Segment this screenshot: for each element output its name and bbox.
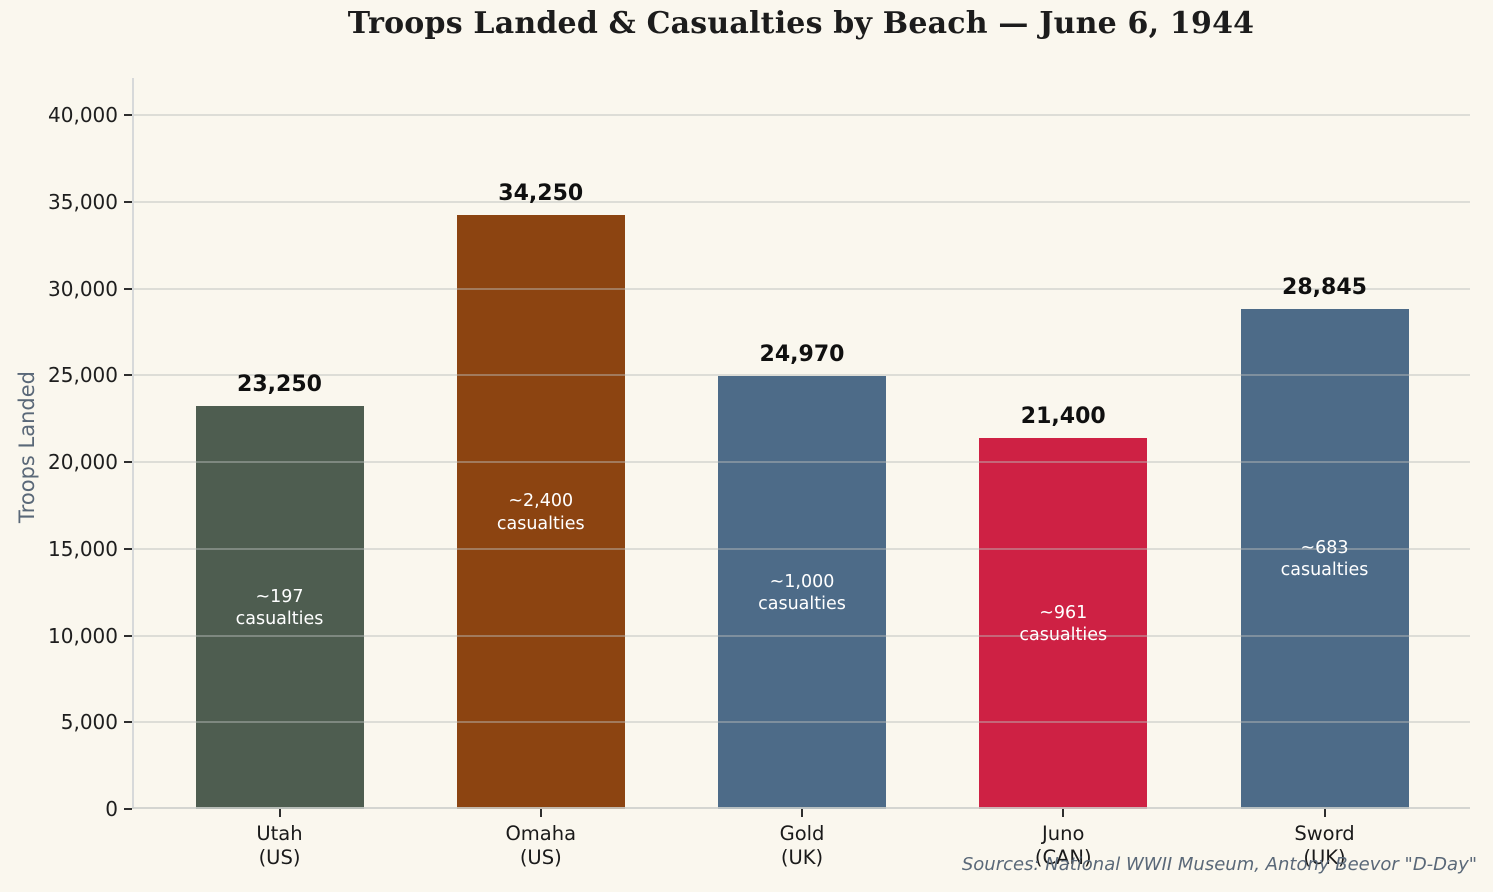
x-tick: [539, 809, 542, 817]
y-tick: [124, 634, 132, 637]
x-tick: [1062, 809, 1065, 817]
y-tick: [124, 374, 132, 377]
bar-omaha: [456, 214, 625, 809]
y-tick: [124, 114, 132, 116]
y-tick: [124, 461, 132, 463]
bar-gold: [718, 375, 886, 809]
x-tick: [278, 809, 281, 817]
bar-casualty-label: ~961 casualties: [1019, 602, 1108, 645]
bar-value-label: 21,400: [1020, 403, 1106, 429]
bar-value-label: 23,250: [237, 371, 322, 397]
y-tick: [124, 547, 132, 550]
x-axis-spine: [132, 807, 1470, 809]
gridline: [132, 114, 1470, 116]
bar-utah: [195, 405, 364, 809]
bar-casualty-label: ~683 casualties: [1280, 538, 1369, 581]
gridline: [132, 461, 1470, 463]
bar-juno: [979, 437, 1148, 809]
y-tick-label: 30,000: [48, 276, 118, 301]
x-tick: [1323, 809, 1326, 817]
y-tick-label: 25,000: [48, 363, 118, 388]
y-tick-label: 5,000: [60, 710, 118, 735]
plot-area: 23,250 ~197 casualties Utah (US) 34,250 ~2,4…: [132, 78, 1470, 869]
gridline: [132, 200, 1470, 203]
source-note: Sources: National WWII Museum, Antony Be…: [961, 854, 1477, 875]
y-tick-label: 15,000: [48, 536, 118, 561]
y-tick: [124, 200, 132, 203]
gridline: [132, 287, 1470, 290]
x-axis-label: Sword (UK): [1294, 822, 1355, 870]
x-tick: [801, 809, 803, 817]
y-tick: [124, 721, 132, 724]
y-tick: [124, 808, 132, 810]
gridline: [132, 721, 1470, 724]
bar-casualty-label: ~1,000 casualties: [758, 571, 846, 614]
x-axis-label: Juno (CAN): [1034, 822, 1092, 870]
bar-value-label: 28,845: [1282, 274, 1367, 300]
bar-casualty-label: ~197 casualties: [235, 586, 324, 629]
y-axis-spine: [132, 78, 134, 809]
bar-sword: [1240, 308, 1409, 809]
x-axis-label: Omaha (US): [505, 822, 577, 870]
x-axis-label: Gold (UK): [779, 822, 825, 870]
chart-title: Troops Landed & Casualties by Beach — Ju…: [347, 6, 1255, 41]
x-axis-label: Utah (US): [256, 822, 303, 870]
gridline: [132, 634, 1470, 637]
y-axis: 0 5,000 10,000 15,000 20,000 25,000 30,000 35,0…: [0, 78, 132, 821]
gridline: [132, 547, 1470, 550]
bar-value-label: 24,970: [759, 341, 845, 367]
bar-value-label: 34,250: [498, 180, 584, 206]
bar-casualty-label: ~2,400 casualties: [496, 491, 585, 534]
gridline: [132, 374, 1470, 377]
y-tick: [124, 287, 132, 290]
y-tick-label: 0: [105, 797, 118, 821]
y-tick-label: 40,000: [48, 103, 118, 127]
y-tick-label: 20,000: [48, 450, 118, 474]
y-tick-label: 10,000: [48, 623, 118, 648]
y-tick-label: 35,000: [48, 189, 118, 214]
